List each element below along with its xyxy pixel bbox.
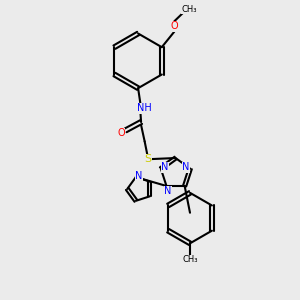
Text: O: O [117,128,125,138]
Text: CH₃: CH₃ [182,256,198,265]
Text: S: S [145,154,152,164]
Text: N: N [135,171,142,181]
Text: N: N [161,162,169,172]
Text: CH₃: CH₃ [182,5,197,14]
Text: N: N [164,186,172,196]
Text: NH: NH [137,103,152,113]
Text: O: O [170,21,178,32]
Text: N: N [182,162,190,172]
